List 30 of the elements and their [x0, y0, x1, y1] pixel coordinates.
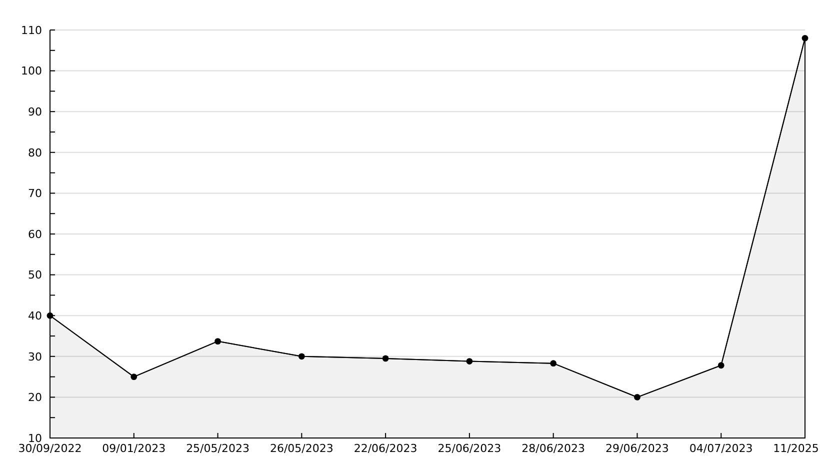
x-tick-label: 25/05/2023: [186, 442, 250, 455]
point: [718, 362, 724, 369]
x-tick-label: 30/09/2022: [18, 442, 82, 455]
point: [466, 358, 473, 364]
y-tick-label: 80: [28, 146, 42, 160]
y-tick-label: 70: [28, 187, 42, 200]
x-tick-label: 29/06/2023: [606, 442, 669, 455]
y-tick-label: 30: [28, 350, 42, 364]
point: [130, 374, 138, 380]
y-tick-label: 90: [28, 105, 42, 118]
x-tick-label: 04/07/2023: [689, 442, 753, 455]
y-tick-label: 110: [21, 24, 42, 37]
point: [214, 338, 221, 345]
x-tick-label: 11/2025: [773, 442, 819, 455]
y-tick-label: 20: [28, 391, 42, 404]
point: [382, 355, 389, 362]
y-tick-label: 60: [28, 228, 42, 241]
x-tick-label: 28/06/2023: [522, 442, 586, 455]
point: [634, 394, 640, 400]
y-tick-label: 10: [28, 432, 42, 445]
point: [550, 360, 557, 367]
x-tick-label: 26/05/2023: [270, 442, 334, 455]
y-tick-label: 40: [28, 309, 42, 322]
x-tick-label: 22/06/2023: [354, 442, 418, 455]
point: [298, 353, 305, 360]
y-tick-label: 50: [28, 268, 42, 282]
x-tick-label: 09/01/2023: [102, 442, 166, 455]
y-tick-label: 100: [21, 64, 42, 78]
x-tick-label: 25/06/2023: [438, 442, 502, 455]
point: [802, 34, 808, 42]
